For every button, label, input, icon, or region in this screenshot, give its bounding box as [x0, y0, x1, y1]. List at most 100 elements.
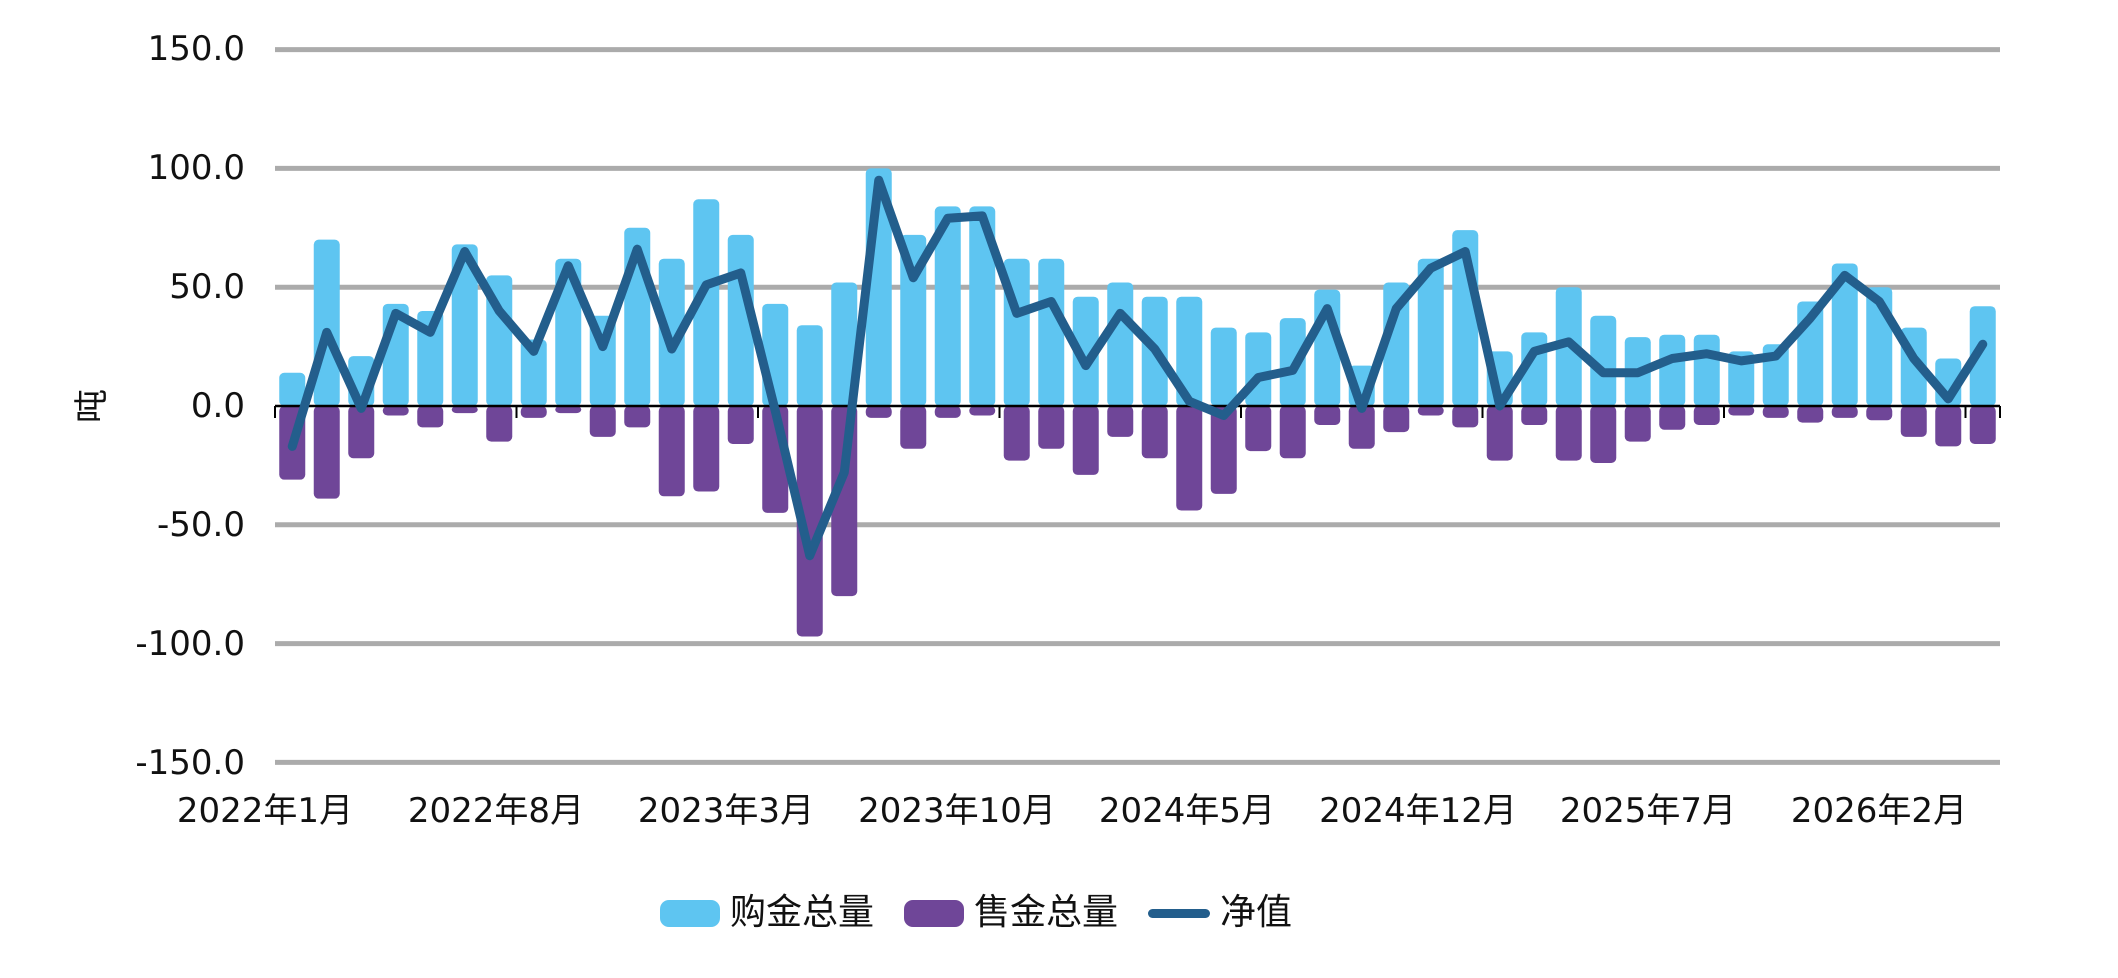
purchase-bar — [1728, 351, 1755, 406]
net-series-swatch — [1148, 908, 1211, 918]
y-tick-label: -100.0 — [135, 623, 245, 664]
sale-bar — [1659, 406, 1686, 430]
sale-bar — [1038, 406, 1065, 449]
sale-bar — [1176, 406, 1203, 511]
y-tick-label: 50.0 — [169, 266, 245, 307]
y-tick-label: -50.0 — [157, 505, 245, 546]
purchase-bar — [934, 206, 961, 406]
legend: 购金总量 售金总量 净值 — [660, 893, 1292, 933]
legend-label-net: 净值 — [1220, 892, 1293, 933]
sale-bar — [900, 406, 927, 449]
sale-bar — [1935, 406, 1962, 447]
sale-bar — [1521, 406, 1548, 426]
sale-bar — [796, 406, 823, 637]
x-tick-label: 2023年10月 — [858, 791, 1056, 832]
legend-label-purchase: 购金总量 — [730, 892, 875, 933]
purchase-bar — [1969, 306, 1996, 406]
sale-bar — [1348, 406, 1375, 449]
purchase-bar — [1417, 258, 1444, 406]
sale-bar — [934, 406, 961, 418]
sale-bar — [1866, 406, 1893, 421]
purchase-bar — [1383, 282, 1410, 406]
legend-item-purchase: 购金总量 — [660, 893, 874, 933]
purchase-bar — [1831, 263, 1858, 406]
purchase-bar — [417, 310, 444, 406]
sale-bar — [417, 406, 444, 428]
x-tick-label: 2022年8月 — [407, 791, 585, 832]
legend-item-sale: 售金总量 — [904, 893, 1118, 933]
purchase-bar — [796, 325, 823, 406]
sale-bars-series — [279, 406, 1996, 637]
purchase-bar — [1210, 327, 1237, 406]
sale-bar — [1314, 406, 1341, 426]
net-line-series — [287, 175, 1988, 561]
sale-bar — [693, 406, 720, 492]
purchase-bar — [1590, 315, 1617, 406]
y-tick-label: 150.0 — [147, 29, 245, 70]
x-tick-label: 2025年7月 — [1559, 791, 1737, 832]
sale-bar — [1762, 406, 1789, 418]
x-axis-line — [274, 404, 2001, 418]
purchase-bar — [1659, 334, 1686, 406]
sale-bar — [520, 406, 547, 418]
purchase-bar — [969, 206, 996, 406]
purchase-bar — [1693, 334, 1720, 406]
sale-bar — [1245, 406, 1272, 452]
sale-bar — [624, 406, 651, 428]
sale-bar — [658, 406, 685, 497]
sale-bar — [1383, 406, 1410, 433]
sale-bar — [555, 406, 582, 414]
purchase-bar — [279, 372, 306, 406]
purchase-bar — [451, 244, 478, 406]
purchase-bar — [1176, 296, 1203, 406]
sale-bar — [348, 406, 375, 459]
sale-bar — [313, 406, 340, 499]
net-line — [287, 175, 1988, 561]
x-tick-label: 2023年3月 — [637, 791, 815, 832]
purchase-bar — [313, 239, 340, 406]
x-tick-label: 2022年1月 — [176, 791, 354, 832]
sale-bar — [589, 406, 616, 437]
sale-bar — [1624, 406, 1651, 442]
sale-bar — [1417, 406, 1444, 416]
sale-bar — [1831, 406, 1858, 418]
sale-bar — [1210, 406, 1237, 494]
sale-bar — [1003, 406, 1030, 461]
purchase-bar — [1107, 282, 1134, 406]
sale-bar — [1486, 406, 1513, 461]
sale-bar — [1969, 406, 1996, 445]
sale-bar — [1693, 406, 1720, 426]
sale-bar — [1452, 406, 1479, 428]
purchase-bar — [1072, 296, 1099, 406]
sale-series-swatch — [904, 899, 965, 927]
legend-item-net: 净值 — [1148, 893, 1292, 933]
purchase-series-swatch — [660, 899, 720, 927]
purchase-bar — [520, 339, 547, 406]
sale-bar — [865, 406, 892, 418]
sale-bar — [727, 406, 754, 445]
sale-bar — [1555, 406, 1582, 461]
purchase-bar — [831, 282, 858, 406]
sale-bar — [1797, 406, 1824, 423]
y-tick-label: -150.0 — [135, 742, 245, 783]
purchase-bar — [693, 199, 720, 406]
sale-bar — [451, 406, 478, 414]
sale-bar — [1141, 406, 1168, 459]
purchase-bar — [658, 258, 685, 406]
sale-bar — [486, 406, 513, 442]
sale-bar — [1279, 406, 1306, 459]
sale-bar — [1072, 406, 1099, 475]
purchase-bar — [555, 258, 582, 406]
sale-bar — [1728, 406, 1755, 416]
sale-bar — [969, 406, 996, 416]
sale-bar — [382, 406, 409, 416]
sale-bar — [1900, 406, 1927, 437]
purchase-bar — [1245, 332, 1272, 406]
x-tick-label: 2024年12月 — [1319, 791, 1517, 832]
purchase-bar — [1038, 258, 1065, 406]
legend-label-sale: 售金总量 — [974, 892, 1119, 933]
y-tick-label: 0.0 — [190, 386, 245, 427]
y-tick-label: 100.0 — [147, 147, 245, 188]
